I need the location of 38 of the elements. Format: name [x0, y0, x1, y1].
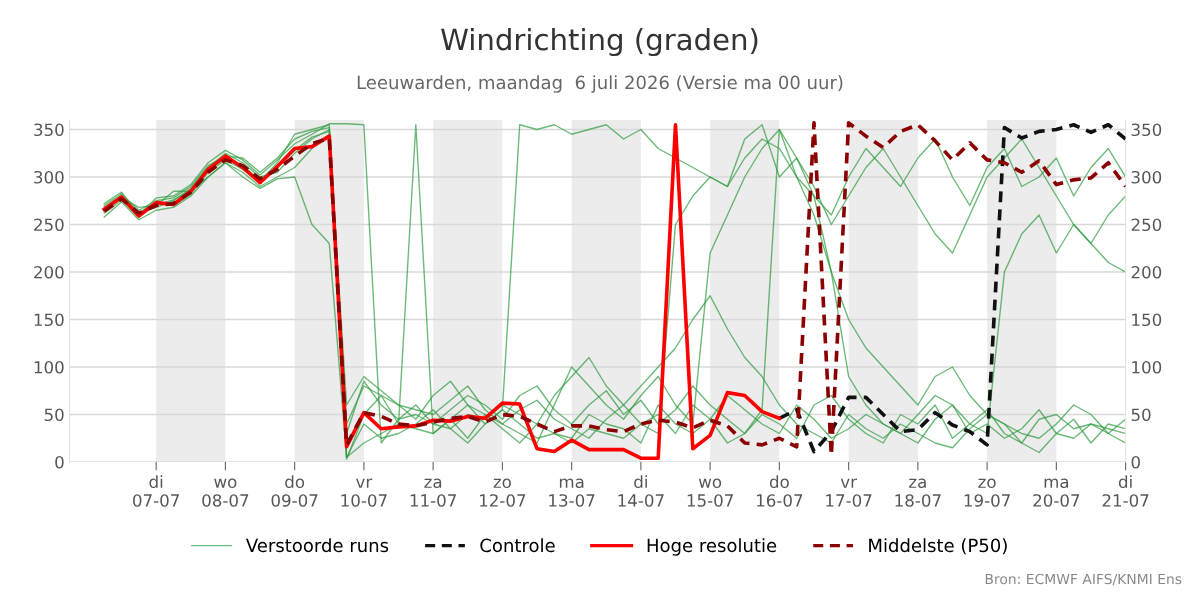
legend-label: Hoge resolutie	[647, 538, 777, 556]
x-tick-label: zo 12-07	[480, 478, 526, 507]
x-tick-label: wo 15-07	[687, 478, 733, 507]
x-tick-label: zo 19-07	[964, 478, 1010, 507]
x-tick-label: za 18-07	[895, 478, 941, 507]
x-tick-label: wo 08-07	[202, 478, 249, 507]
x-tick-label: do 09-07	[271, 475, 318, 507]
y-tick-label: 100	[34, 360, 64, 374]
y2-tick-label: 200	[1131, 265, 1162, 279]
y-tick-label: 350	[34, 123, 64, 137]
x-tick-label: vr 10-07	[341, 478, 387, 507]
x-tick-label: ma 20-07	[1033, 478, 1080, 507]
x-tick-label: di 07-07	[133, 475, 179, 507]
legend-label: Verstoorde runs	[245, 538, 389, 553]
y2-tick-label: 250	[1131, 218, 1162, 232]
chart-subtitle: Leeuwarden, maandag 6 juli 2026 (Versie ma 00 uur)	[357, 75, 843, 93]
y-tick-label: 200	[34, 265, 64, 279]
text: Bron: ECMWF AIFS/KNMI Ens	[985, 573, 1182, 586]
x-tick-label: vr 17-07	[826, 478, 872, 507]
x-tick-label: do 16-07	[756, 475, 803, 507]
y2-tick-label: 300	[1131, 170, 1162, 184]
x-tick-label: di 14-07	[618, 475, 664, 507]
y-tick-label: 250	[34, 218, 64, 232]
x-tick-label: za 11-07	[410, 478, 456, 507]
legend-label: Middelste (P50)	[869, 538, 1007, 555]
y2-tick-label: 100	[1132, 360, 1162, 374]
y-tick-label: 150	[34, 313, 64, 327]
y-tick-label: 0	[55, 455, 64, 469]
y-tick-label: 300	[34, 170, 64, 184]
y-tick-label: 50	[44, 408, 64, 422]
y2-tick-label: 50	[1131, 408, 1151, 422]
y2-tick-label: 350	[1131, 123, 1162, 137]
y2-tick-label: 0	[1131, 455, 1140, 469]
y2-tick-label: 150	[1132, 313, 1162, 327]
x-tick-label: ma 13-07	[549, 478, 595, 507]
x-tick-label: di 21-07	[1102, 475, 1149, 507]
legend-label: Controle	[480, 538, 555, 553]
chart-title: Windrichting (graden)	[441, 27, 758, 57]
